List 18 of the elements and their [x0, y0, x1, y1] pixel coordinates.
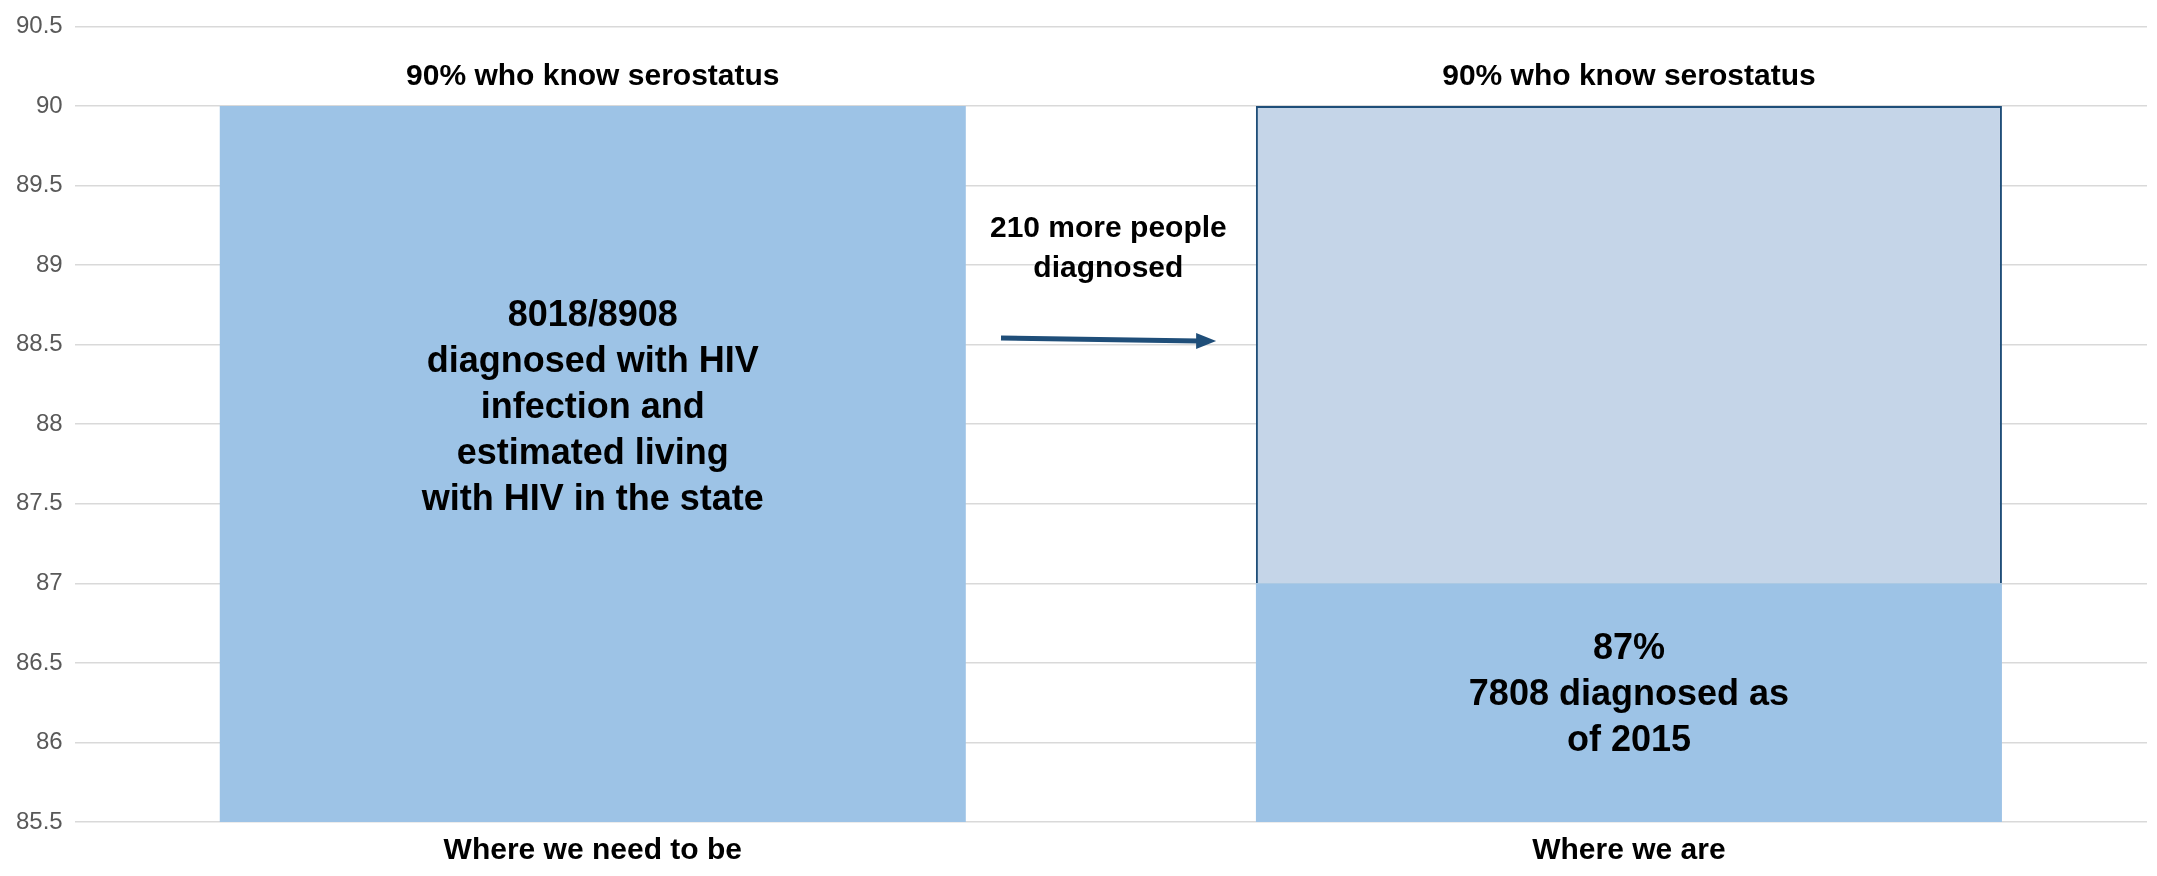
y-tick-label: 87 [36, 567, 63, 595]
y-tick-label: 90 [36, 90, 63, 118]
y-tick-label: 89 [36, 249, 63, 277]
y-tick-label: 88 [36, 408, 63, 436]
y-tick-label: 89.5 [15, 170, 63, 198]
x-tick-label: Where we need to be [443, 832, 742, 866]
y-tick-label: 88.5 [15, 329, 63, 357]
annotation: 87% 7808 diagnosed as of 2015 [1468, 625, 1790, 759]
x-tick-label: Where we are [1532, 832, 1726, 866]
y-tick-label: 85.5 [15, 806, 63, 834]
y-tick-label: 86 [36, 727, 63, 755]
annotation: 90% who know serostatus [1442, 58, 1816, 92]
annotation: 8018/8908 diagnosed with HIV infection and estimated living with HIV in the state [420, 293, 764, 519]
y-tick-label: 87.5 [15, 488, 63, 516]
annotation: 90% who know serostatus [406, 58, 780, 92]
y-tick-label: 90.5 [15, 11, 63, 39]
y-tick-label: 86.5 [15, 647, 63, 675]
annotation: 210 more people diagnosed [989, 210, 1227, 284]
